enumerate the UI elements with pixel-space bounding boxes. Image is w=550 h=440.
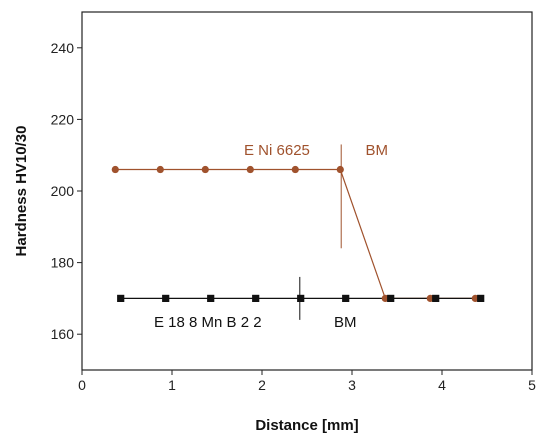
data-point bbox=[291, 165, 299, 174]
data-point bbox=[111, 165, 119, 174]
annotation-brown-weld: E Ni 6625 bbox=[244, 142, 310, 159]
y-tick-label: 220 bbox=[51, 111, 75, 127]
data-point bbox=[432, 294, 440, 302]
x-tick-label: 5 bbox=[528, 377, 536, 393]
series-markers bbox=[111, 165, 485, 302]
series-line-0 bbox=[115, 168, 476, 299]
x-tick-label: 2 bbox=[258, 377, 266, 393]
data-point bbox=[207, 294, 215, 302]
zone-dividers bbox=[299, 144, 342, 320]
data-point bbox=[162, 294, 170, 302]
axis-ticks: 0 1 2 3 4 5 160 180 200 220 240 bbox=[51, 40, 536, 393]
annotations: E Ni 6625 BM E 18 8 Mn B 2 2 BM bbox=[154, 142, 388, 331]
data-point bbox=[336, 165, 344, 174]
y-axis-title: Hardness HV10/30 bbox=[13, 126, 30, 257]
data-point bbox=[342, 294, 350, 302]
annotation-brown-bm: BM bbox=[366, 142, 389, 159]
data-point bbox=[201, 165, 209, 174]
x-tick-label: 4 bbox=[438, 377, 446, 393]
data-point bbox=[381, 294, 389, 302]
data-point bbox=[246, 165, 254, 174]
x-tick-label: 3 bbox=[348, 377, 356, 393]
y-tick-label: 180 bbox=[51, 255, 75, 271]
annotation-black-bm: BM bbox=[334, 314, 357, 331]
y-tick-label: 240 bbox=[51, 40, 75, 56]
y-tick-label: 200 bbox=[51, 183, 75, 199]
data-point bbox=[477, 294, 485, 302]
data-point bbox=[471, 294, 479, 302]
data-point bbox=[297, 294, 305, 302]
x-axis-title: Distance [mm] bbox=[255, 417, 358, 434]
y-tick-label: 160 bbox=[51, 326, 75, 342]
data-point bbox=[156, 165, 164, 174]
data-point bbox=[426, 294, 434, 302]
data-point bbox=[117, 294, 125, 302]
x-tick-label: 1 bbox=[168, 377, 176, 393]
data-point bbox=[387, 294, 395, 302]
x-tick-label: 0 bbox=[78, 377, 86, 393]
annotation-black-weld: E 18 8 Mn B 2 2 bbox=[154, 314, 262, 331]
data-point bbox=[252, 294, 260, 302]
plot-frame bbox=[81, 11, 533, 371]
series-lines bbox=[115, 168, 481, 299]
